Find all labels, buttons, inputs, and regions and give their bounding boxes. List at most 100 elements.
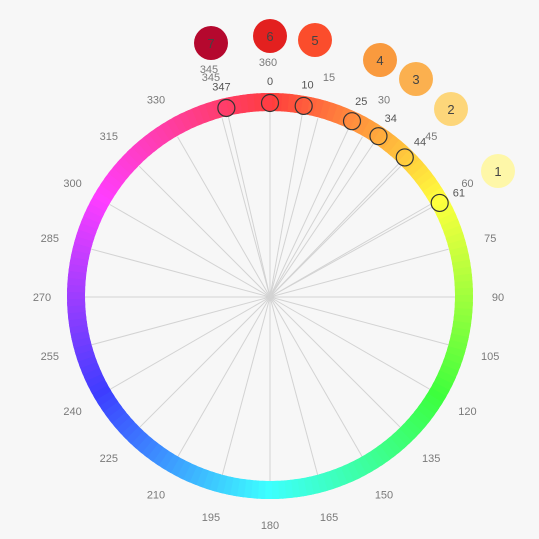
ring-segment [74,224,270,297]
degree-label: 150 [375,489,393,501]
ring-segment [178,108,270,297]
spoke-line [269,165,402,298]
ring-segment [270,297,343,493]
ring-segment [270,163,433,297]
hue-marker-circle[interactable] [342,112,362,131]
hue-spokes [85,112,455,482]
ring-segment [81,297,270,389]
marker-spoke [269,143,374,298]
hue-marker-label: 347 [212,82,230,94]
ring-segment [270,297,362,486]
ring-segment [270,297,473,321]
ring-segment [270,205,459,297]
ring-segment [270,297,398,465]
hue-marker-circle[interactable] [217,98,236,118]
ring-segment [270,297,473,328]
ring-segment [74,297,270,370]
color-swatch[interactable] [481,154,515,188]
ring-segment [232,93,270,298]
color-swatch[interactable] [194,26,228,60]
ring-segment [204,297,270,495]
hue-marker-circle[interactable] [260,93,280,113]
marker-spoke [269,114,303,298]
ring-segment [270,297,468,363]
ring-segment [197,297,270,493]
ring-segment [98,297,270,420]
ring-segment [270,297,414,451]
ring-segment [98,174,270,297]
ring-segment [270,297,315,499]
swatch-hue-label: 345 [200,64,218,76]
marker-spoke [269,206,433,298]
hue-markers: 347 0 10 25 34 44 61 [212,76,465,213]
ring-segment [270,134,404,297]
marker-spoke [269,163,399,298]
ring-segment [197,101,270,297]
ring-segment [107,297,271,431]
swatch-number: 6 [266,29,273,44]
swatch-number: 3 [412,72,419,87]
degree-label: 225 [100,453,118,465]
ring-segment [270,224,466,297]
degree-label: 300 [63,178,81,190]
hue-marker-circle[interactable] [395,148,414,167]
color-swatch[interactable] [363,43,397,77]
spoke-line [138,165,271,298]
spoke-line [91,296,271,346]
swatch-number: 4 [376,53,383,68]
ring-segment [72,231,270,297]
ring-segment [246,297,270,499]
ring-segment [126,297,270,451]
hue-marker-label: 61 [453,187,465,199]
ring-segment [270,108,362,297]
ring-segment [232,297,270,499]
spoke-line [269,248,449,298]
spoke-line [177,136,271,298]
swatch-number: 2 [447,102,454,117]
ring-segment [270,125,393,297]
spoke-line [177,296,271,458]
ring-segment [270,118,381,298]
swatch-hue-label: 360 [259,57,277,69]
degree-label: 135 [422,453,440,465]
ring-segment [102,297,271,425]
color-swatch[interactable] [253,19,287,53]
degree-labels: 1530456075901051201351501651801952102252… [33,72,504,532]
ring-segment [76,297,270,376]
color-swatch[interactable] [434,92,468,126]
ring-segment [66,297,270,335]
ring-segment [270,297,336,495]
color-swatch[interactable] [298,23,332,57]
ring-segment [270,297,459,389]
ring-segment [79,297,270,383]
ring-segment [142,297,270,465]
degree-label: 240 [63,406,81,418]
ring-segment [126,143,270,297]
degree-label: 285 [41,233,59,245]
color-swatch[interactable] [399,62,433,96]
ring-segment [270,273,473,297]
ring-segment [270,169,438,297]
ring-segment [184,297,270,488]
hue-marker-circle[interactable] [369,127,388,146]
ring-segment [67,252,270,297]
degree-label: 345 [202,72,220,84]
ring-segment [270,297,294,499]
degree-label: 165 [320,512,338,524]
ring-segment [270,93,294,297]
ring-segment [66,259,270,297]
ring-segment [81,205,270,297]
ring-segment [107,163,271,297]
ring-segment [246,93,270,297]
spoke-line [269,296,449,346]
ring-segment [270,297,438,425]
hue-marker-circle[interactable] [294,96,313,116]
spoke-line [269,118,319,298]
ring-segment [270,93,301,297]
ring-segment [270,297,433,431]
ring-segment [66,297,270,328]
hue-marker-circle[interactable] [430,193,449,213]
ring-segment [270,94,315,297]
degree-label: 210 [147,489,165,501]
ring-segment [184,106,270,297]
